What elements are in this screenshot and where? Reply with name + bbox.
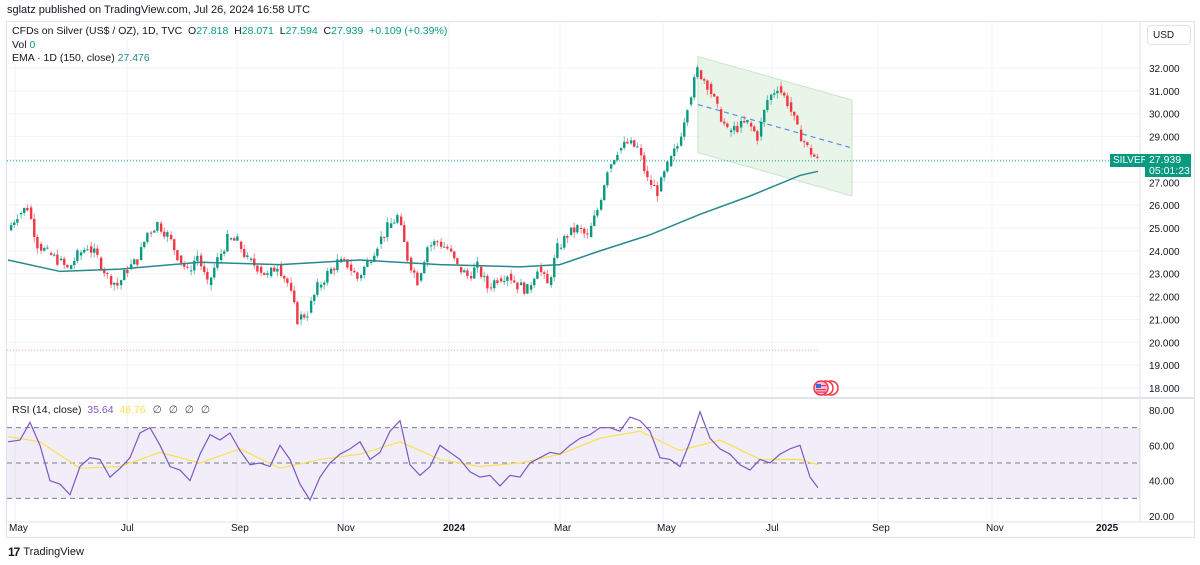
price-axis-label: 21.000	[1149, 315, 1180, 326]
time-axis-label: Nov	[986, 523, 1004, 534]
price-axis-label: 18.000	[1149, 384, 1180, 395]
low-value: 27.594	[285, 25, 318, 37]
chart-frame	[6, 21, 1195, 538]
price-axis-label: 31.000	[1149, 87, 1180, 98]
currency-selector[interactable]: USD	[1147, 25, 1191, 45]
ema-label: EMA · 1D (150, close)	[12, 52, 115, 64]
price-axis-label: 20.000	[1149, 338, 1180, 349]
parallel-channel[interactable]	[697, 55, 853, 197]
symbol-row[interactable]: CFDs on Silver (US$ / OZ), 1D, TVC O27.8…	[12, 25, 447, 39]
main-legend: CFDs on Silver (US$ / OZ), 1D, TVC O27.8…	[12, 25, 447, 66]
open-value: 27.818	[196, 25, 229, 37]
time-axis-label: Sep	[872, 523, 890, 534]
volume-row[interactable]: Vol 0	[12, 39, 447, 53]
rsi-line	[7, 409, 819, 502]
time-axis-label: Nov	[337, 523, 355, 534]
close-label: C	[323, 25, 332, 37]
ema-row[interactable]: EMA · 1D (150, close) 27.476	[12, 52, 447, 66]
time-axis-label: 2025	[1096, 523, 1119, 534]
price-axis-label: 23.000	[1149, 270, 1180, 281]
rsi-value: 35.64	[87, 404, 114, 416]
price-axis-label: 24.000	[1149, 247, 1180, 258]
price-axis-label: 22.000	[1149, 293, 1180, 304]
price-axis-label: 30.000	[1149, 110, 1180, 121]
economic-event-flag-icon[interactable]	[812, 380, 840, 396]
rsi-ma-line	[7, 430, 819, 469]
volume-value: 0	[29, 38, 36, 51]
low-label: L	[279, 25, 286, 37]
volume-label: Vol	[12, 38, 27, 51]
rsi-legend[interactable]: RSI (14, close) 35.64 48.76 ∅ ∅ ∅ ∅	[12, 404, 210, 416]
empty-value-4: ∅	[200, 404, 211, 416]
tradingview-logo[interactable]: 17 TradingView	[8, 545, 84, 559]
ema-value: 27.476	[117, 52, 150, 64]
bar-countdown: 05:01:23	[1149, 165, 1190, 177]
time-axis-label: Jul	[766, 523, 779, 534]
time-axis-label: Jul	[121, 523, 134, 534]
price-axis-label: 29.000	[1149, 133, 1180, 144]
last-price: 27.939	[1149, 154, 1182, 166]
tradingview-brand: TradingView	[23, 546, 84, 558]
time-axis-label: May	[9, 523, 28, 534]
symbol-price-tag: SILVER	[1110, 154, 1151, 167]
rsi-label: RSI (14, close)	[12, 404, 82, 416]
time-axis-label: 2024	[443, 523, 466, 534]
tradingview-mark-icon: 17	[8, 545, 20, 559]
symbol-title: CFDs on Silver (US$ / OZ), 1D, TVC	[12, 25, 183, 37]
time-axis-label: Sep	[231, 523, 249, 534]
empty-value-3: ∅	[184, 404, 194, 416]
ema-line	[7, 170, 819, 273]
empty-value-1: ∅	[152, 404, 162, 416]
rsi-axis-label: 80.00	[1149, 406, 1174, 417]
price-axis-label: 25.000	[1149, 224, 1180, 235]
price-axis-label: 26.000	[1149, 201, 1180, 212]
high-value: 28.071	[241, 25, 274, 37]
change-value: +0.109 (+0.39%)	[369, 25, 448, 37]
rsi-axis-label: 60.00	[1149, 441, 1174, 452]
price-axis-label: 19.000	[1149, 361, 1180, 372]
publisher-caption: sglatz published on TradingView.com, Jul…	[7, 4, 311, 16]
rsi-axis-label: 20.00	[1149, 512, 1174, 523]
time-axis-label: May	[657, 523, 676, 534]
close-value: 27.939	[331, 25, 364, 37]
time-axis-label: Mar	[554, 523, 572, 534]
high-label: H	[234, 25, 242, 37]
last-price-label: 27.939 05:01:23	[1145, 154, 1191, 177]
empty-value-2: ∅	[168, 404, 178, 416]
rsi-ma-value: 48.76	[119, 404, 146, 416]
rsi-axis-label: 40.00	[1149, 477, 1174, 488]
open-label: O	[188, 25, 197, 37]
price-axis-label: 27.000	[1149, 178, 1180, 189]
price-axis-label: 32.000	[1149, 64, 1180, 75]
